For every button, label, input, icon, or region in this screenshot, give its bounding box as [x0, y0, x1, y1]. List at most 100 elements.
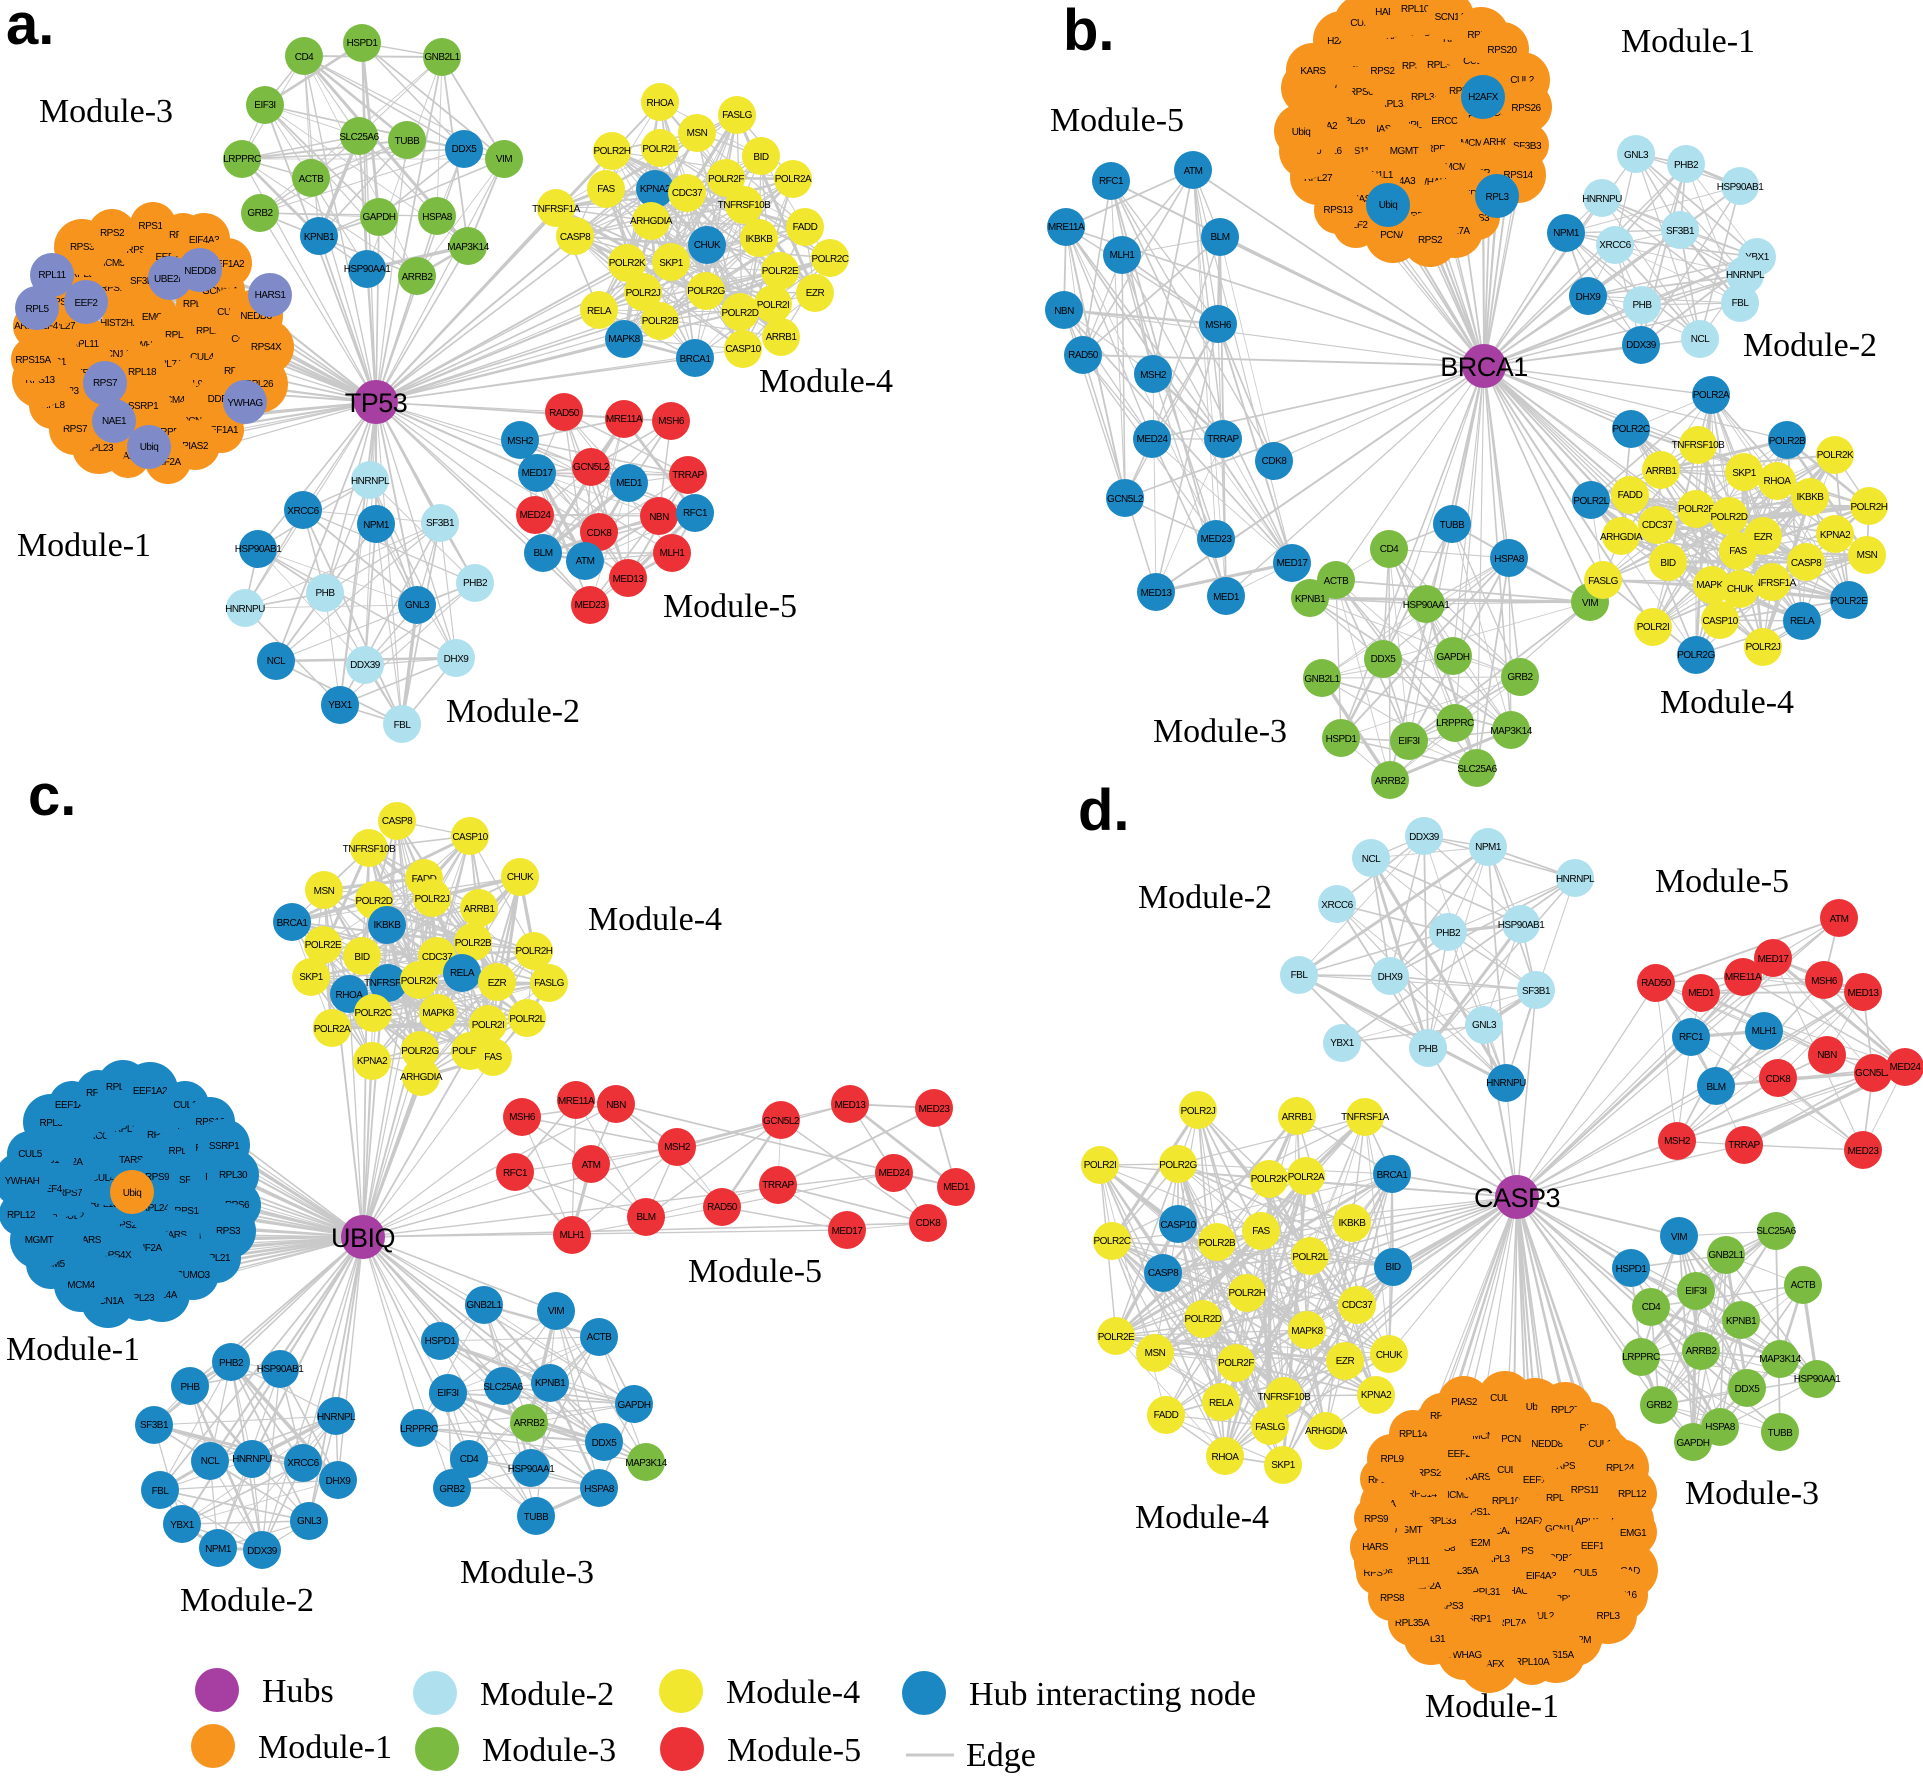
- svg-text:NPM1: NPM1: [205, 1544, 232, 1555]
- svg-text:MRE11A: MRE11A: [558, 1096, 595, 1107]
- svg-text:CDK8: CDK8: [1262, 456, 1288, 467]
- svg-text:SLC25A6: SLC25A6: [483, 1382, 523, 1393]
- svg-text:RAD50: RAD50: [1641, 978, 1672, 989]
- svg-text:Module-2: Module-2: [1138, 879, 1272, 916]
- svg-text:Module-4: Module-4: [1660, 684, 1794, 721]
- svg-text:MED17: MED17: [1758, 954, 1790, 965]
- svg-text:RPS16: RPS16: [195, 1117, 225, 1128]
- svg-text:ATM: ATM: [582, 1160, 601, 1171]
- svg-text:EIF3I: EIF3I: [1685, 1286, 1706, 1297]
- svg-text:RPL3: RPL3: [1486, 1554, 1510, 1565]
- svg-text:BRCA1: BRCA1: [277, 918, 309, 929]
- svg-text:SF3B1: SF3B1: [1666, 226, 1695, 237]
- svg-text:KARS: KARS: [1465, 1472, 1491, 1483]
- svg-text:MED13: MED13: [613, 574, 645, 585]
- svg-text:CD4: CD4: [1642, 1302, 1661, 1313]
- svg-text:POLR2B: POLR2B: [642, 316, 679, 327]
- svg-text:HSP90AA1: HSP90AA1: [1794, 1374, 1842, 1385]
- svg-text:CUL4B: CUL4B: [1497, 1465, 1528, 1476]
- svg-text:RPL23: RPL23: [1546, 1493, 1575, 1504]
- svg-text:DHX9: DHX9: [326, 1476, 352, 1487]
- svg-text:TARS: TARS: [119, 1155, 144, 1166]
- svg-text:CD4: CD4: [1380, 544, 1399, 555]
- svg-text:NCL: NCL: [1691, 334, 1710, 345]
- svg-text:MAP3K14: MAP3K14: [1759, 1354, 1801, 1365]
- svg-text:Module-1: Module-1: [6, 1331, 140, 1368]
- svg-text:CHUK: CHUK: [694, 240, 721, 251]
- svg-text:EIF4A3: EIF4A3: [1526, 1571, 1557, 1582]
- svg-text:RPS14: RPS14: [138, 221, 168, 232]
- svg-text:PHB: PHB: [1418, 1044, 1438, 1055]
- svg-text:Ubiq: Ubiq: [1292, 127, 1311, 138]
- svg-text:SCN1A: SCN1A: [93, 1296, 125, 1307]
- svg-text:GCN5L2: GCN5L2: [573, 462, 610, 473]
- svg-text:EEF1A1: EEF1A1: [55, 1100, 90, 1111]
- svg-text:RPS15A: RPS15A: [15, 355, 51, 366]
- svg-text:RPL3: RPL3: [39, 1118, 63, 1129]
- svg-text:RPS4X: RPS4X: [251, 342, 282, 353]
- svg-text:H2AFX: H2AFX: [1515, 1516, 1546, 1527]
- svg-text:MED23: MED23: [1848, 1146, 1880, 1157]
- svg-text:RPL9: RPL9: [1403, 120, 1427, 131]
- svg-text:EEF2: EEF2: [1344, 220, 1368, 231]
- svg-text:POLR2E: POLR2E: [305, 940, 342, 951]
- svg-text:RPL31: RPL31: [1417, 1634, 1446, 1645]
- svg-text:Module-5: Module-5: [688, 1253, 822, 1290]
- svg-text:POLR2J: POLR2J: [1181, 1106, 1216, 1117]
- svg-text:YBX1: YBX1: [1330, 1038, 1355, 1049]
- svg-text:RPL7A: RPL7A: [153, 359, 183, 370]
- svg-text:RPL3: RPL3: [1485, 192, 1509, 203]
- svg-text:Module-1: Module-1: [1621, 23, 1755, 60]
- svg-text:Hub interacting node: Hub interacting node: [969, 1676, 1256, 1713]
- svg-text:RPL35A: RPL35A: [1395, 1618, 1430, 1629]
- svg-text:NBN: NBN: [1817, 1050, 1837, 1061]
- svg-text:RPL26: RPL26: [245, 379, 274, 390]
- svg-text:MSH6: MSH6: [1205, 320, 1232, 331]
- svg-text:MGMT: MGMT: [1394, 1525, 1423, 1536]
- svg-text:RPL26: RPL26: [1337, 116, 1366, 127]
- svg-text:TUBB: TUBB: [395, 136, 421, 147]
- svg-text:SSRP1: SSRP1: [1461, 1614, 1492, 1625]
- svg-text:XRCC6: XRCC6: [1321, 900, 1353, 911]
- svg-text:NBN: NBN: [649, 512, 669, 523]
- svg-text:CUL4B: CUL4B: [91, 1173, 122, 1184]
- svg-text:SSRP1: SSRP1: [209, 1141, 240, 1152]
- svg-text:H2AFX: H2AFX: [1468, 92, 1499, 103]
- svg-text:MAP3K14: MAP3K14: [1490, 726, 1532, 737]
- svg-text:EIF4A3: EIF4A3: [189, 235, 220, 246]
- svg-text:RPL14: RPL14: [1399, 1429, 1428, 1440]
- svg-text:NEDD8: NEDD8: [1531, 1439, 1563, 1450]
- svg-text:GNB2L1: GNB2L1: [1304, 674, 1340, 685]
- svg-text:POLR2G: POLR2G: [1677, 650, 1715, 661]
- svg-text:POLR2F: POLR2F: [452, 1046, 488, 1057]
- svg-text:CUL1: CUL1: [1588, 1439, 1613, 1450]
- svg-text:RFC1: RFC1: [683, 508, 708, 519]
- svg-text:CUL2: CUL2: [1510, 75, 1535, 86]
- svg-text:GAPDH: GAPDH: [1676, 1438, 1709, 1449]
- svg-text:DDX5: DDX5: [592, 1438, 618, 1449]
- svg-text:EIF3I: EIF3I: [1398, 736, 1419, 747]
- svg-text:MAPK8: MAPK8: [1291, 1326, 1323, 1337]
- svg-text:CDC37: CDC37: [1342, 1300, 1373, 1311]
- svg-text:POLR2D: POLR2D: [1184, 1314, 1221, 1325]
- svg-text:Module-3: Module-3: [1153, 713, 1287, 750]
- svg-text:RPS2: RPS2: [1417, 1468, 1442, 1479]
- svg-text:DDX5: DDX5: [1735, 1384, 1761, 1395]
- svg-text:RPL31: RPL31: [1472, 1587, 1501, 1598]
- svg-text:FBL: FBL: [152, 1486, 170, 1497]
- svg-text:RPS26: RPS26: [112, 1220, 142, 1231]
- svg-text:NPM1: NPM1: [363, 520, 390, 531]
- svg-text:RPS6: RPS6: [1349, 87, 1374, 98]
- svg-text:BID: BID: [753, 152, 768, 163]
- svg-text:SLC25A6: SLC25A6: [1457, 764, 1497, 775]
- svg-text:HNRNPU: HNRNPU: [1582, 194, 1622, 205]
- svg-text:YWHAG: YWHAG: [1446, 1650, 1482, 1661]
- svg-text:CASP3: CASP3: [1474, 1183, 1560, 1213]
- svg-text:RPL27: RPL27: [1551, 1405, 1580, 1416]
- svg-text:SKP1: SKP1: [1271, 1460, 1296, 1471]
- svg-text:Module-4: Module-4: [759, 363, 893, 400]
- svg-text:POLR2G: POLR2G: [687, 286, 725, 297]
- svg-text:EIF3I: EIF3I: [437, 1388, 458, 1399]
- svg-text:MCM4: MCM4: [157, 395, 185, 406]
- svg-text:MSN: MSN: [687, 128, 708, 139]
